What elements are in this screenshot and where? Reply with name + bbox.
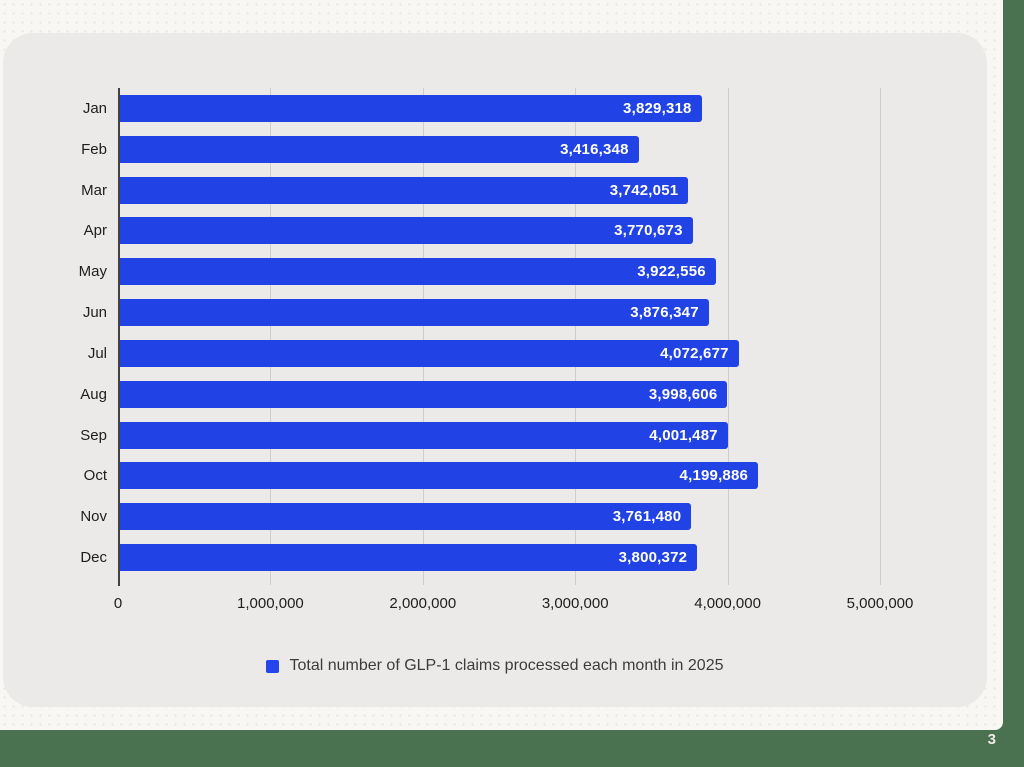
bar-value-label: 3,800,372: [618, 549, 688, 567]
category-label: Nov: [80, 508, 107, 526]
category-label: Mar: [81, 181, 107, 199]
bar-feb: 3,416,348: [118, 135, 639, 163]
x-tick-label: 1,000,000: [237, 595, 304, 612]
bar-may: 3,922,556: [118, 258, 716, 286]
bar-value-label: 3,742,051: [609, 181, 679, 199]
slide: Jan Feb Mar Apr May Jun Jul Aug Sep Oct Nov Dec 3,8…: [0, 0, 1003, 730]
legend-label: Total number of GLP-1 claims processed e…: [289, 657, 724, 674]
bar-value-label: 4,072,677: [660, 344, 729, 362]
x-tick-label: 5,000,000: [846, 595, 914, 612]
bar-jul: 4,072,677: [118, 339, 739, 367]
bar-row: 3,922,556: [118, 251, 880, 292]
category-label: Sep: [80, 426, 107, 444]
bar-value-label: 3,922,556: [637, 263, 706, 281]
x-tick-label: 0: [113, 595, 123, 612]
category-label: Dec: [80, 549, 107, 567]
bar-chart-plot: Jan Feb Mar Apr May Jun Jul Aug Sep Oct Nov Dec 3,8…: [79, 88, 881, 586]
bar-sep: 4,001,487: [118, 421, 728, 449]
legend-swatch-icon: [266, 659, 280, 673]
bar-apr: 3,770,673: [118, 217, 693, 245]
bar-value-label: 4,001,487: [649, 426, 718, 444]
bar-value-label: 4,199,886: [679, 467, 749, 485]
category-label: Jul: [87, 344, 107, 362]
category-label: Jan: [82, 99, 107, 117]
bar-row: 4,001,487: [118, 415, 880, 456]
gridline: [422, 88, 424, 585]
gridline: [575, 88, 577, 585]
bar-row: 3,876,347: [118, 292, 880, 333]
bar-value-label: 3,416,348: [560, 140, 629, 158]
bar-mar: 3,742,051: [118, 176, 689, 204]
category-label: Feb: [81, 140, 107, 158]
legend: Total number of GLP-1 claims processed e…: [3, 657, 987, 675]
bar-row: 3,770,673: [118, 210, 880, 251]
bar-row: 3,800,372: [118, 537, 880, 578]
gridline: [270, 88, 272, 585]
x-tick-label: 2,000,000: [389, 595, 457, 612]
bar-value-label: 3,761,480: [612, 508, 682, 526]
bar-row: 3,742,051: [118, 170, 880, 211]
x-tick-label: 4,000,000: [694, 595, 761, 612]
bar-jun: 3,876,347: [118, 299, 709, 327]
bar-aug: 3,998,606: [118, 380, 728, 408]
category-label: Jun: [82, 304, 107, 322]
month-labels: Jan Feb Mar Apr May Jun Jul Aug Sep Oct Nov Dec: [3, 88, 107, 578]
bar-row: 4,072,677: [118, 333, 880, 374]
category-label: Oct: [83, 467, 107, 485]
bar-rows: 3,829,318 3,416,348 3,742,051 3,770,673 3,92…: [118, 88, 880, 578]
gridline: [727, 88, 729, 585]
bar-dec: 3,800,372: [118, 544, 698, 572]
bar-row: 4,199,886: [118, 455, 880, 496]
x-tick-label: 3,000,000: [541, 595, 609, 612]
x-axis-labels: 0 1,000,000 2,000,000 3,000,000 4,000,000 5,0…: [114, 595, 914, 615]
page-number: 3: [987, 731, 996, 748]
bar-oct: 4,199,886: [118, 462, 759, 490]
bar-row: 3,761,480: [118, 496, 880, 537]
category-label: May: [78, 263, 107, 281]
bar-row: 3,829,318: [118, 88, 880, 129]
category-label: Apr: [83, 222, 107, 240]
bar-jan: 3,829,318: [118, 94, 702, 122]
bar-row: 3,998,606: [118, 374, 880, 415]
bar-nov: 3,761,480: [118, 503, 692, 531]
category-label: Aug: [80, 385, 107, 403]
bar-value-label: 3,829,318: [623, 99, 692, 117]
bar-value-label: 3,998,606: [648, 385, 718, 403]
chart-card: Jan Feb Mar Apr May Jun Jul Aug Sep Oct Nov Dec 3,8…: [3, 33, 987, 707]
bar-row: 3,416,348: [118, 129, 880, 170]
bar-value-label: 3,876,347: [630, 304, 699, 322]
y-axis-line: [118, 88, 120, 586]
bar-value-label: 3,770,673: [614, 222, 683, 240]
gridline: [880, 88, 881, 585]
